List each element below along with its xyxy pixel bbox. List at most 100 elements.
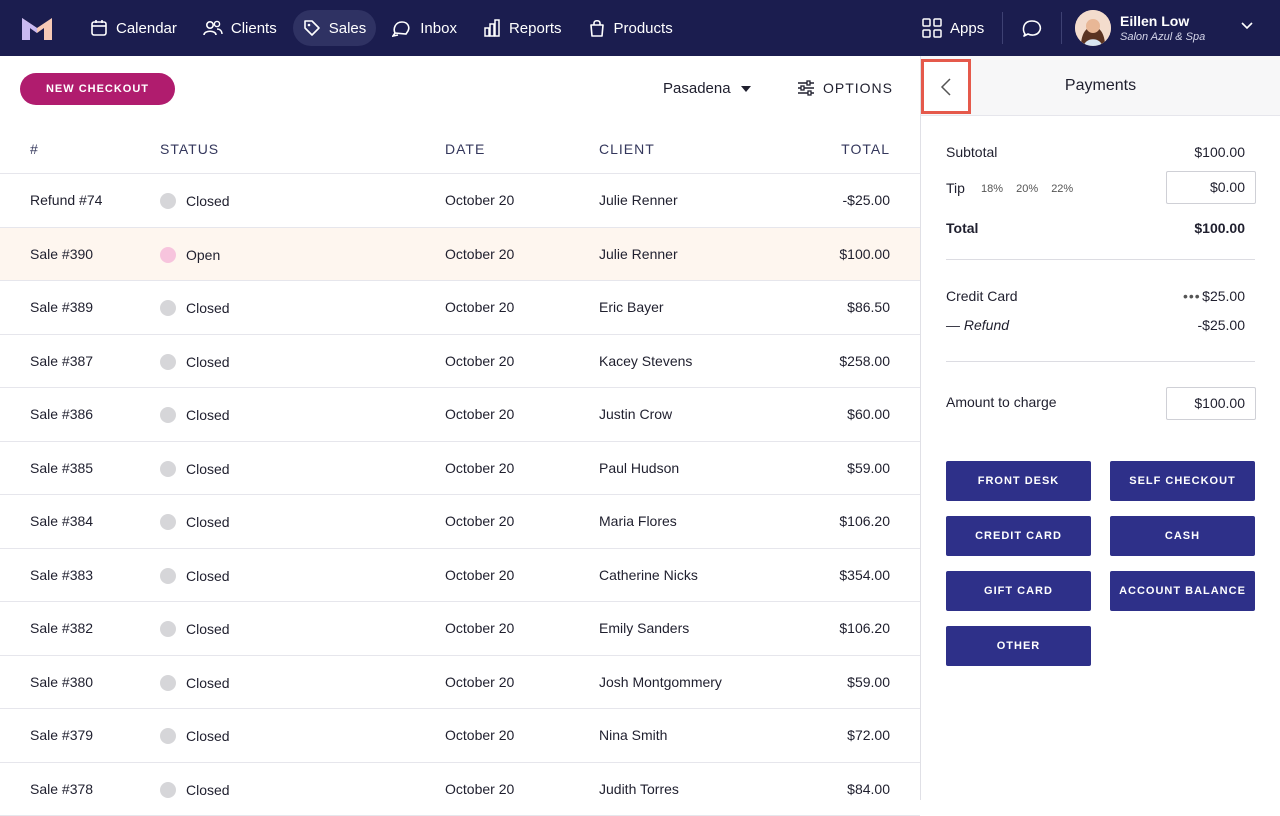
nav-item-sales[interactable]: Sales — [293, 10, 377, 46]
chat-icon[interactable] — [1021, 17, 1043, 39]
tip-label: Tip — [946, 180, 965, 196]
column-header-status[interactable]: STATUS — [160, 141, 219, 157]
payments-header: Payments — [921, 56, 1280, 116]
other-payment-button[interactable]: OTHER — [946, 626, 1091, 666]
nav-item-products[interactable]: Products — [578, 10, 683, 46]
location-label: Pasadena — [663, 80, 731, 97]
sale-number: Sale #378 — [30, 781, 93, 797]
sale-date: October 20 — [445, 620, 514, 636]
tip-input[interactable]: $0.00 — [1166, 171, 1256, 204]
front-desk-button[interactable]: FRONT DESK — [946, 461, 1091, 501]
sale-total: $86.50 — [847, 299, 890, 315]
column-header-number[interactable]: # — [30, 141, 39, 157]
status-text: Closed — [186, 461, 230, 477]
sale-number: Sale #380 — [30, 674, 93, 690]
client-name: Julie Renner — [599, 192, 678, 208]
table-row[interactable]: Sale #389 Closed October 20 Eric Bayer $… — [0, 281, 920, 335]
sale-total: $60.00 — [847, 406, 890, 422]
table-row[interactable]: Sale #387 Closed October 20 Kacey Steven… — [0, 335, 920, 389]
table-row[interactable]: Sale #390 Open October 20 Julie Renner $… — [0, 228, 920, 282]
column-header-total[interactable]: TOTAL — [841, 141, 890, 157]
table-row[interactable]: Sale #383 Closed October 20 Catherine Ni… — [0, 549, 920, 603]
sale-total: $354.00 — [839, 567, 890, 583]
status-dot — [160, 193, 176, 209]
status-text: Closed — [186, 568, 230, 584]
back-button[interactable] — [921, 59, 971, 114]
client-name: Judith Torres — [599, 781, 679, 797]
tip-option-20[interactable]: 20% — [1016, 183, 1038, 195]
user-menu[interactable]: Eillen Low Salon Azul & Spa — [1075, 10, 1205, 46]
apps-button[interactable]: Apps — [922, 10, 984, 46]
table-row[interactable]: Sale #379 Closed October 20 Nina Smith $… — [0, 709, 920, 763]
sale-date: October 20 — [445, 406, 514, 422]
nav-item-clients[interactable]: Clients — [193, 10, 287, 46]
status-dot — [160, 354, 176, 370]
tip-option-18[interactable]: 18% — [981, 183, 1003, 195]
divider — [1061, 12, 1062, 44]
bar-chart-icon — [483, 19, 501, 37]
status-dot — [160, 675, 176, 691]
amount-to-charge-label: Amount to charge — [946, 394, 1057, 410]
total-label: Total — [946, 220, 978, 236]
sale-number: Sale #382 — [30, 620, 93, 636]
sale-total: $59.00 — [847, 674, 890, 690]
sale-date: October 20 — [445, 567, 514, 583]
amount-to-charge-input[interactable]: $100.00 — [1166, 387, 1256, 420]
users-icon — [203, 19, 223, 37]
cash-button[interactable]: CASH — [1110, 516, 1255, 556]
nav-item-calendar[interactable]: Calendar — [80, 10, 187, 46]
subtotal-label: Subtotal — [946, 144, 997, 160]
table-row[interactable]: Sale #384 Closed October 20 Maria Flores… — [0, 495, 920, 549]
status-text: Closed — [186, 621, 230, 637]
status-text: Closed — [186, 300, 230, 316]
sale-number: Sale #385 — [30, 460, 93, 476]
refund-row: — Refund -$25.00 — [946, 317, 1255, 333]
shopping-bag-icon — [588, 19, 606, 37]
status-text: Closed — [186, 514, 230, 530]
credit-card-value: $25.00 — [1202, 288, 1245, 304]
divider — [1002, 12, 1003, 44]
nav-item-inbox[interactable]: Inbox — [382, 10, 467, 46]
status-dot — [160, 407, 176, 423]
sale-number: Sale #383 — [30, 567, 93, 583]
tip-presets: 18% 20% 22% — [981, 183, 1083, 195]
nav-label: Clients — [231, 20, 277, 37]
table-row[interactable]: Sale #386 Closed October 20 Justin Crow … — [0, 388, 920, 442]
status-dot — [160, 514, 176, 530]
chevron-down-icon[interactable] — [1241, 22, 1253, 30]
sale-date: October 20 — [445, 246, 514, 262]
sales-list-area: NEW CHECKOUT Pasadena OPTIONS # STATUS D… — [0, 56, 920, 800]
table-row[interactable]: Sale #385 Closed October 20 Paul Hudson … — [0, 442, 920, 496]
column-header-client[interactable]: CLIENT — [599, 141, 655, 157]
status-dot — [160, 621, 176, 637]
options-button[interactable]: OPTIONS — [797, 80, 893, 96]
self-checkout-button[interactable]: SELF CHECKOUT — [1110, 461, 1255, 501]
gift-card-button[interactable]: GIFT CARD — [946, 571, 1091, 611]
table-row[interactable]: Sale #378 Closed October 20 Judith Torre… — [0, 763, 920, 816]
divider — [946, 361, 1255, 362]
status-dot — [160, 247, 176, 263]
payments-panel: Payments Subtotal $100.00 Tip 18% 20% 22… — [921, 56, 1280, 800]
location-dropdown[interactable]: Pasadena — [663, 80, 751, 97]
brand-logo-icon[interactable] — [22, 16, 52, 40]
nav-label: Calendar — [116, 20, 177, 37]
credit-card-button[interactable]: CREDIT CARD — [946, 516, 1091, 556]
sale-date: October 20 — [445, 727, 514, 743]
tip-option-22[interactable]: 22% — [1051, 183, 1073, 195]
nav-item-reports[interactable]: Reports — [473, 10, 572, 46]
account-balance-button[interactable]: ACCOUNT BALANCE — [1110, 571, 1255, 611]
sale-total: -$25.00 — [843, 192, 890, 208]
panel-title: Payments — [921, 77, 1280, 95]
main-nav: Calendar Clients Sales Inbox Reports Pro… — [80, 10, 689, 46]
table-row[interactable]: Sale #382 Closed October 20 Emily Sander… — [0, 602, 920, 656]
client-name: Paul Hudson — [599, 460, 679, 476]
sale-total: $84.00 — [847, 781, 890, 797]
table-row[interactable]: Sale #380 Closed October 20 Josh Montgom… — [0, 656, 920, 710]
new-checkout-button[interactable]: NEW CHECKOUT — [20, 73, 175, 105]
sale-number: Refund #74 — [30, 192, 102, 208]
table-row[interactable]: Refund #74 Closed October 20 Julie Renne… — [0, 174, 920, 228]
more-options-icon[interactable]: ••• — [1183, 288, 1201, 304]
sale-date: October 20 — [445, 299, 514, 315]
client-name: Maria Flores — [599, 513, 677, 529]
column-header-date[interactable]: DATE — [445, 141, 485, 157]
